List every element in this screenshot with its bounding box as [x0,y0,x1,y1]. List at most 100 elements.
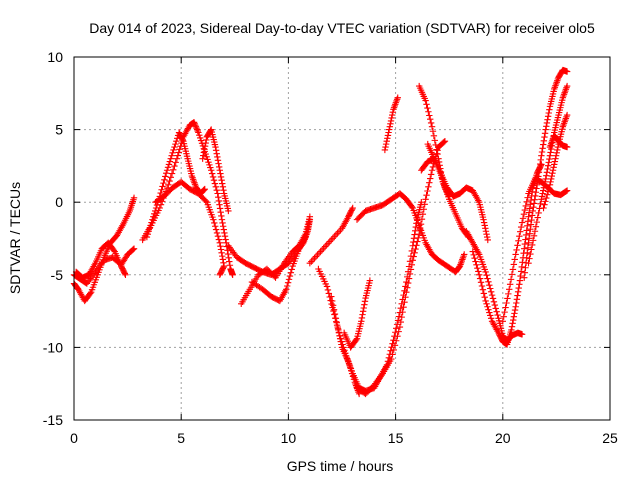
data-point [534,177,541,184]
x-tick-labels: 0 5 10 15 20 25 [70,430,618,446]
data-point [193,126,201,133]
data-point [283,286,290,293]
data-point [170,146,177,154]
data-point [529,237,537,244]
data-point [121,270,129,277]
data-point [215,194,222,201]
data-point [518,263,525,271]
data-point [332,231,340,239]
data-point [461,251,468,258]
data-point [481,294,488,301]
data-point [552,155,559,162]
data-point [360,304,367,312]
data-point [545,109,552,117]
data-point [349,204,356,212]
data-point [500,313,507,320]
data-point [521,269,529,276]
x-tick-label: 0 [70,430,78,446]
data-point [389,108,397,116]
data-point [432,141,439,149]
data-point [395,328,402,335]
data-point [352,336,360,344]
data-point [318,246,326,254]
data-point [543,123,550,130]
data-point [426,112,433,119]
data-point [541,178,549,186]
data-point [302,233,309,241]
data-point [544,113,552,120]
y-tick-labels: -15 -10 -5 0 5 10 [43,49,63,428]
data-point [200,149,208,156]
data-point [486,309,493,316]
data-point [405,275,413,282]
data-point [330,306,338,313]
data-point [428,123,436,130]
data-point [212,147,220,154]
data-point [506,281,514,288]
data-point [173,155,181,162]
data-point [336,332,343,339]
data-point [163,167,171,174]
data-point [546,155,553,163]
data-point [413,242,420,249]
data-point [404,284,411,291]
data-point [483,233,491,241]
data-point [541,181,548,188]
data-point [171,143,178,151]
data-point [214,153,221,161]
data-point [539,145,546,152]
data-point [331,310,339,318]
data-point [403,289,410,296]
data-point [414,238,421,245]
data-point [334,230,341,237]
data-point [551,158,559,165]
data-point [358,318,365,325]
data-point [151,207,159,215]
data-point [540,137,548,145]
data-point [157,189,164,197]
data-point [482,225,489,232]
data-point [547,178,554,186]
series-arc-n [340,277,374,351]
data-point [513,299,520,307]
data-point [529,241,536,249]
data-point [381,146,389,154]
data-point [552,152,560,159]
data-point [546,181,554,188]
data-point [398,313,405,321]
data-point [480,216,487,223]
data-point [553,149,560,157]
data-point [544,165,551,173]
data-point [219,223,227,230]
data-point [422,196,429,203]
data-point [521,245,528,252]
data-point [536,164,543,172]
data-point [393,337,400,344]
data-point [543,169,551,176]
data-point [386,123,393,130]
data-point [482,297,489,305]
data-point [527,201,534,208]
data-point [149,216,156,223]
data-point [308,258,315,265]
data-point [332,315,340,322]
data-point [530,232,538,240]
data-point [216,239,223,247]
data-point [563,188,570,195]
data-point [219,252,226,260]
data-point [517,268,525,275]
data-point [546,152,554,159]
data-point [503,299,510,307]
data-point [166,177,173,185]
data-point [328,293,335,300]
chart-title: Day 014 of 2023, Sidereal Day-to-day VTE… [89,20,595,36]
data-point [427,171,435,178]
data-point [203,136,210,144]
data-point [389,111,396,119]
data-point [524,218,532,225]
data-point [487,288,495,296]
x-tick-label: 5 [177,430,185,446]
data-point [349,373,357,380]
data-point [522,202,529,210]
data-point [214,190,221,197]
